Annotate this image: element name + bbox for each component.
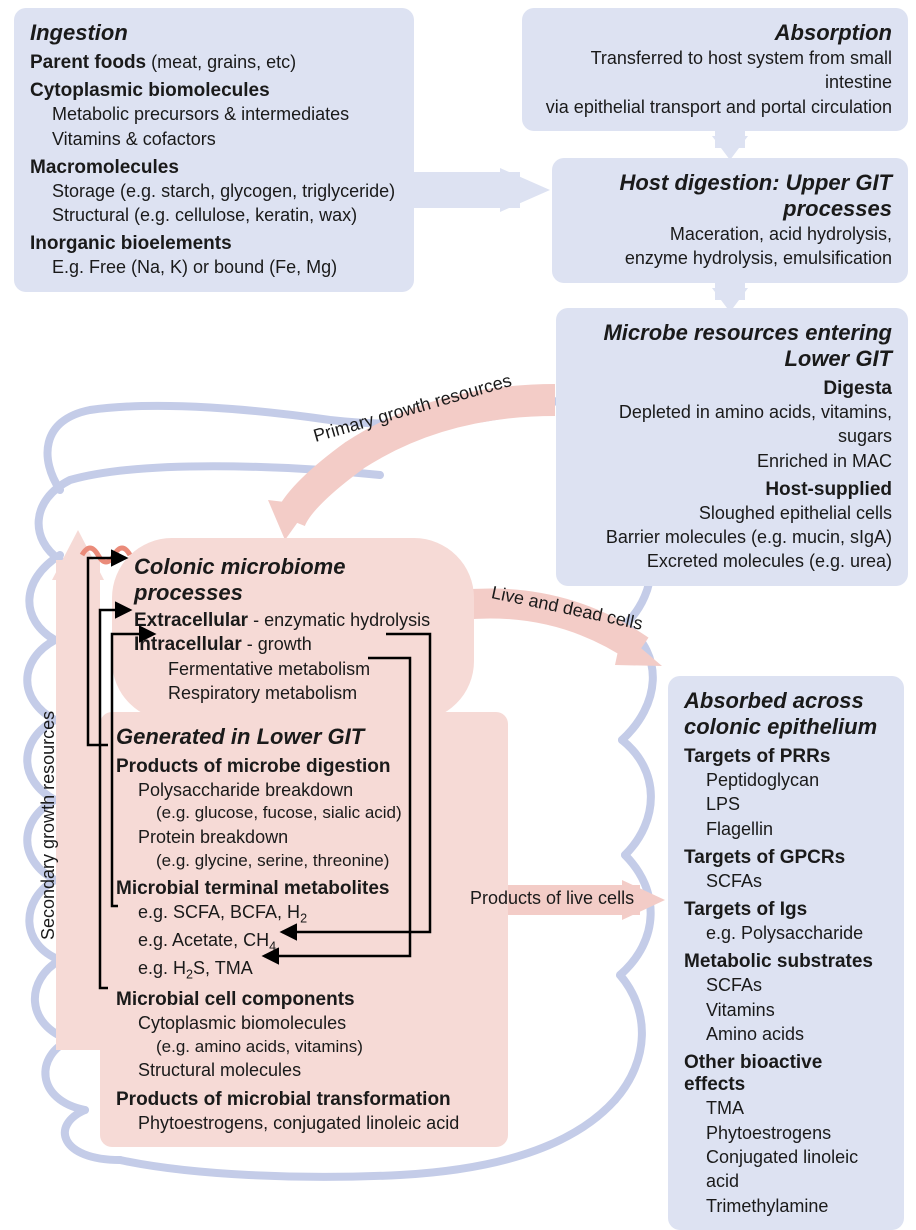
absorption-title: Absorption [538, 20, 892, 46]
products-live-label: Products of live cells [470, 888, 634, 909]
host-digestion-title: Host digestion: Upper GIT processes [568, 170, 892, 222]
absorption-box: Absorption Transferred to host system fr… [522, 8, 908, 131]
generated-title: Generated in Lower GIT [116, 724, 492, 750]
absorbed-box: Absorbed across colonic epithelium Targe… [668, 676, 904, 1230]
live-dead-label: Live and dead cells [490, 582, 645, 635]
ingestion-box: Ingestion Parent foods (meat, grains, et… [14, 8, 414, 292]
ingestion-cyto: Cytoplasmic biomolecules [30, 80, 398, 102]
host-digestion-box: Host digestion: Upper GIT processes Mace… [552, 158, 908, 283]
colonic-box: Colonic microbiome processes Extracellul… [112, 538, 474, 721]
generated-box: Generated in Lower GIT Products of micro… [100, 712, 508, 1147]
ingestion-title: Ingestion [30, 20, 398, 46]
secondary-label: Secondary growth resources [38, 711, 59, 940]
colonic-title: Colonic microbiome processes [134, 554, 452, 606]
ingestion-macro: Macromolecules [30, 157, 398, 179]
microbe-resources-box: Microbe resources entering Lower GIT Dig… [556, 308, 908, 586]
ingestion-inorg: Inorganic bioelements [30, 233, 398, 255]
ingestion-parent-foods: Parent foods [30, 52, 146, 73]
microbe-resources-title: Microbe resources entering Lower GIT [572, 320, 892, 372]
primary-label: Primary growth resources [311, 370, 514, 447]
